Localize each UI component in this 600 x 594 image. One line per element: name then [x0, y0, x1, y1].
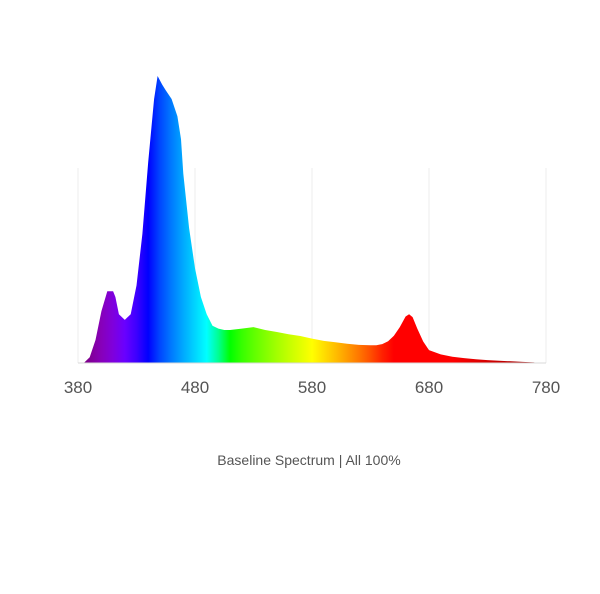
x-axis-ticks: 380 480 580 680 780 [64, 378, 560, 397]
spectrum-area [83, 76, 535, 363]
x-tick-label-680: 680 [415, 378, 443, 397]
x-tick-label-580: 580 [298, 378, 326, 397]
plot-area [83, 76, 535, 363]
x-tick-label-380: 380 [64, 378, 92, 397]
chart-caption: Baseline Spectrum | All 100% [217, 452, 401, 468]
x-tick-label-480: 480 [181, 378, 209, 397]
x-tick-label-780: 780 [532, 378, 560, 397]
